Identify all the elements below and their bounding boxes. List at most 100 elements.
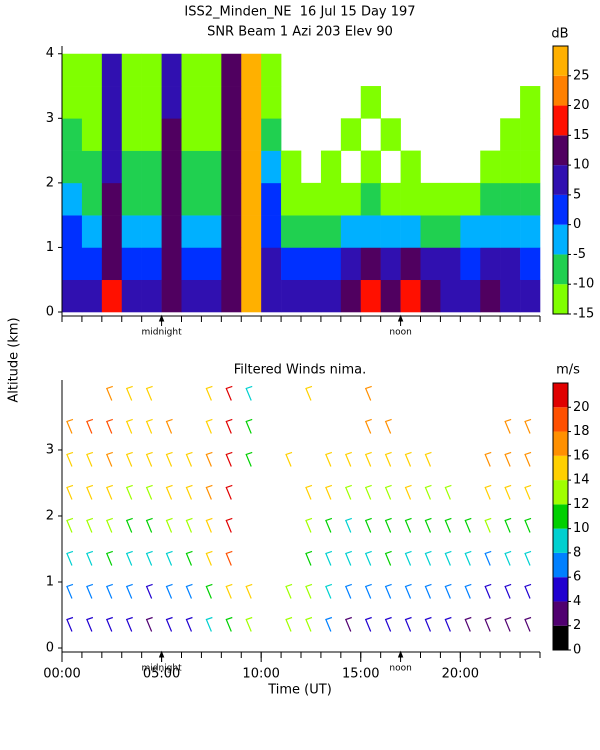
heatmap-cell: [281, 150, 302, 184]
heatmap-cell: [201, 150, 222, 184]
heatmap-cell: [101, 247, 123, 281]
heatmap-cell: [480, 247, 501, 281]
wind-barb: [484, 484, 492, 500]
wind-barb: [66, 484, 74, 500]
heatmap-cell: [380, 182, 401, 216]
wind-barb: [524, 484, 532, 500]
colorbar-band: [553, 504, 568, 529]
wind-barb: [305, 385, 313, 401]
wind-barb: [504, 484, 512, 500]
y-tick-label: 3: [46, 111, 54, 126]
wind-barb: [205, 385, 213, 401]
wind-barb: [165, 583, 173, 599]
colorbar-band: [553, 224, 568, 255]
heatmap-cell: [81, 182, 103, 216]
heatmap-cell: [520, 279, 541, 313]
heatmap-cell: [181, 182, 202, 216]
wind-barb: [504, 517, 512, 533]
wind-barb: [66, 418, 74, 434]
heatmap-cell: [221, 247, 242, 281]
wind-barb: [524, 616, 532, 632]
heatmap-cell: [281, 247, 302, 281]
wind-barb: [524, 550, 532, 566]
heatmap-cell: [420, 279, 441, 313]
colorbar-band: [553, 194, 568, 225]
wind-barb: [225, 583, 233, 599]
wind-barb: [205, 517, 213, 533]
heatmap-cell: [320, 279, 342, 313]
heatmap-cell: [161, 279, 182, 313]
heatmap-cell: [301, 215, 322, 248]
wind-barb: [86, 451, 94, 467]
wind-barb: [524, 418, 532, 434]
heatmap-cell: [480, 150, 501, 184]
y-tick-label: 1: [46, 240, 54, 255]
heatmap-cell: [221, 118, 242, 151]
wind-barb: [484, 583, 492, 599]
heatmap-cell: [520, 247, 541, 281]
wind-barb: [364, 517, 372, 533]
wind-barb: [125, 484, 133, 500]
heatmap-cell: [400, 150, 421, 184]
heatmap-cell: [161, 53, 182, 87]
wind-barb: [384, 550, 392, 566]
wind-barb: [424, 583, 432, 599]
colorbar-tick-label: 10: [573, 158, 590, 173]
colorbar-tick-label: 8: [573, 545, 581, 560]
wind-barb: [185, 550, 193, 566]
y-tick-label: 2: [46, 508, 54, 523]
heatmap-cell: [500, 279, 521, 313]
colorbar-tick-label: 2: [573, 618, 581, 633]
local-marker: [397, 650, 404, 662]
heatmap-cell: [400, 247, 421, 281]
wind-barb: [384, 583, 392, 599]
heatmap-cell: [181, 53, 202, 87]
heatmap-cell: [281, 215, 302, 248]
wind-barb: [444, 616, 452, 632]
colorbar-frame: [552, 382, 569, 651]
heatmap-cell: [62, 118, 83, 151]
wind-barb: [185, 517, 193, 533]
heatmap-cell: [281, 279, 302, 313]
wind-barb: [145, 517, 153, 533]
colorbar-band: [553, 254, 568, 285]
heatmap-cell: [62, 279, 83, 313]
x-tick-label: 00:00: [43, 667, 80, 682]
wind-barb: [205, 583, 213, 599]
heatmap-cell: [480, 182, 501, 216]
panel-title: Filtered Winds nima.: [234, 363, 366, 378]
wind-barb: [125, 517, 133, 533]
wind-barb: [165, 484, 173, 500]
y-tick-label: 3: [46, 442, 54, 457]
wind-barb: [66, 451, 74, 467]
y-tick-label: 2: [46, 175, 54, 190]
heatmap-cell: [161, 118, 182, 151]
wind-barb: [384, 484, 392, 500]
heatmap-cell: [161, 150, 182, 184]
wind-barb: [524, 517, 532, 533]
wind-barb: [145, 583, 153, 599]
heatmap-cell: [500, 150, 521, 184]
colorbar-band: [553, 75, 568, 106]
heatmap-cell: [241, 86, 262, 119]
wind-barb: [305, 517, 313, 533]
heatmap-cell: [520, 118, 541, 151]
heatmap-cell: [340, 215, 362, 248]
heatmap-cell: [301, 279, 322, 313]
heatmap-cell: [101, 215, 123, 248]
wind-barb: [364, 583, 372, 599]
heatmap-cell: [181, 247, 202, 281]
wind-barb: [105, 451, 113, 467]
heatmap-cell: [261, 150, 282, 184]
wind-barb: [424, 517, 432, 533]
colorbar-band: [553, 105, 568, 136]
wind-barb: [305, 583, 313, 599]
heatmap-cell: [101, 279, 123, 313]
colorbar-band: [553, 383, 568, 408]
colorbar-band: [553, 455, 568, 481]
heatmap-cell: [301, 247, 322, 281]
wind-barb: [125, 385, 133, 401]
wind-barb: [464, 517, 472, 533]
y-tick-label: 0: [46, 305, 54, 320]
wind-barb: [125, 418, 133, 434]
